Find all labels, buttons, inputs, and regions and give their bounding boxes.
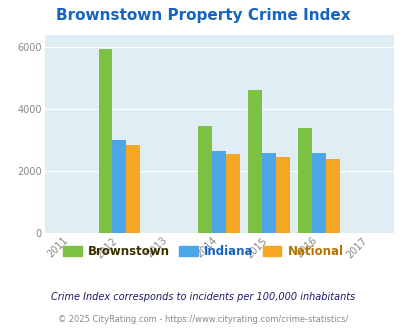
Bar (311, 153, 325, 233)
Text: © 2025 CityRating.com - https://www.cityrating.com/crime-statistics/: © 2025 CityRating.com - https://www.city… (58, 315, 347, 324)
Text: Crime Index corresponds to incidents per 100,000 inhabitants: Crime Index corresponds to incidents per… (51, 292, 354, 302)
Bar (226, 154, 240, 233)
Bar (126, 145, 140, 233)
Text: Brownstown Property Crime Index: Brownstown Property Crime Index (55, 8, 350, 23)
Bar (212, 151, 226, 233)
Bar (98, 50, 112, 233)
Legend: Brownstown, Indiana, National: Brownstown, Indiana, National (58, 241, 347, 263)
Bar (262, 153, 275, 233)
Bar (198, 126, 212, 233)
Bar (112, 140, 126, 233)
Bar (275, 157, 289, 233)
Bar (325, 159, 339, 233)
Bar (297, 128, 311, 233)
Bar (247, 90, 262, 233)
